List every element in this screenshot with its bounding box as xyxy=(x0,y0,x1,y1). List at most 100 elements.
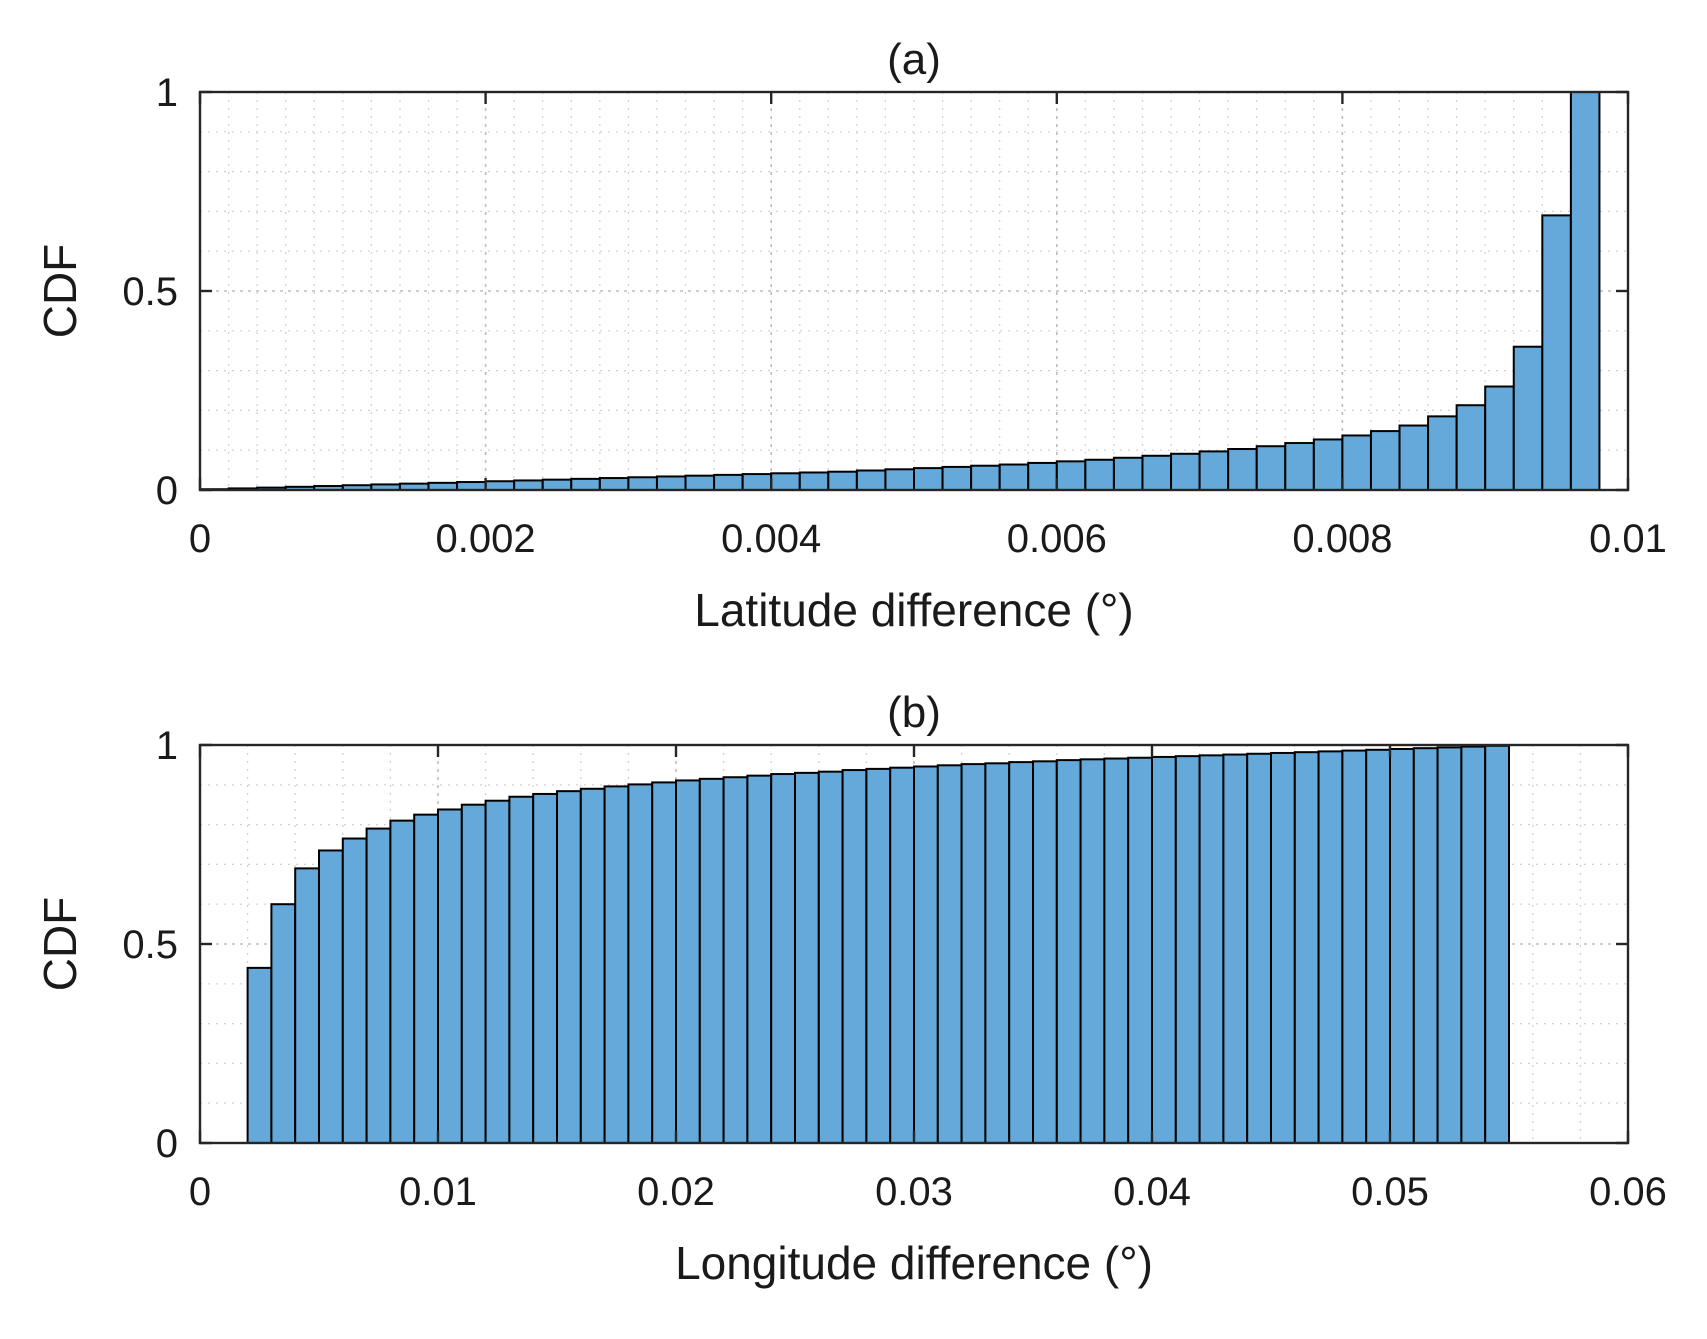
histogram-bar xyxy=(1369,430,1401,492)
histogram-bar xyxy=(365,827,392,1145)
histogram-bar xyxy=(984,762,1011,1144)
histogram-bar xyxy=(1460,745,1487,1144)
histogram-bar xyxy=(541,478,573,492)
x-tick-label: 0.004 xyxy=(721,517,821,561)
y-tick-label: 0.5 xyxy=(122,270,178,314)
histogram-bar xyxy=(508,795,535,1144)
histogram-bar xyxy=(1365,748,1391,1144)
histogram-bar xyxy=(460,803,487,1144)
histogram-bar xyxy=(1412,747,1439,1145)
histogram-bar xyxy=(675,779,701,1144)
histogram-bar xyxy=(341,837,368,1145)
histogram-bar xyxy=(1284,442,1315,492)
histogram-bar xyxy=(1455,404,1487,492)
y-axis-label: CDF xyxy=(34,897,86,992)
histogram-bar xyxy=(1055,460,1087,491)
histogram-bar xyxy=(1427,415,1458,491)
histogram-bar xyxy=(318,849,344,1144)
histogram-bar xyxy=(1541,214,1572,491)
histogram-bar xyxy=(770,773,797,1145)
histogram-bar xyxy=(817,770,844,1145)
histogram-bar xyxy=(865,767,892,1144)
histogram-bar xyxy=(913,467,944,491)
histogram-bar xyxy=(655,475,687,491)
histogram-bar xyxy=(798,471,830,492)
histogram-bar xyxy=(827,470,858,491)
histogram-bar xyxy=(722,776,749,1144)
histogram-bar xyxy=(960,763,987,1144)
histogram-bar xyxy=(1027,461,1058,492)
x-tick-label: 0.006 xyxy=(1007,517,1107,561)
histogram-bar xyxy=(713,473,744,492)
histogram-bar xyxy=(484,799,511,1144)
histogram-bar xyxy=(1317,750,1344,1144)
histogram-bar xyxy=(1484,385,1515,491)
y-tick-label: 1 xyxy=(156,71,178,115)
histogram-bar xyxy=(1084,458,1115,492)
x-tick-label: 0.06 xyxy=(1589,1170,1667,1214)
histogram-bar xyxy=(651,781,678,1144)
x-tick-label: 0.002 xyxy=(436,517,536,561)
histogram-bar xyxy=(570,477,601,491)
histogram-bar xyxy=(1398,424,1430,491)
x-tick-label: 0.05 xyxy=(1351,1170,1429,1214)
histogram-bar xyxy=(1341,749,1368,1145)
histogram-bar xyxy=(913,765,939,1144)
histogram-bar xyxy=(770,472,801,491)
histogram-bar xyxy=(246,966,273,1144)
histogram-bar xyxy=(941,465,973,491)
histogram-bar xyxy=(841,769,868,1144)
histogram-bar xyxy=(1222,753,1249,1144)
chart-title: (a) xyxy=(887,35,941,84)
histogram-bar xyxy=(627,476,658,492)
chart-title: (b) xyxy=(887,688,941,737)
histogram-bar xyxy=(1270,751,1296,1145)
histogram-bar xyxy=(970,464,1001,491)
histogram-bar xyxy=(1008,761,1035,1144)
histogram-bar xyxy=(1246,752,1272,1144)
histogram-bar xyxy=(294,867,321,1144)
x-tick-label: 0 xyxy=(189,1170,211,1214)
histogram-bar xyxy=(889,766,916,1144)
histogram-bar xyxy=(1512,345,1544,491)
histogram-bar xyxy=(998,463,1030,492)
panel-b: 0 0.01 0.02 0.03 0.04 0.05 0.06 0 0.5 1 (b) Longitu… xyxy=(34,688,1667,1289)
y-tick-label: 0.5 xyxy=(122,923,178,967)
y-axis-label: CDF xyxy=(34,244,86,339)
histogram-bar xyxy=(741,473,773,491)
x-tick-label: 0.008 xyxy=(1292,517,1392,561)
bars xyxy=(246,744,1510,1145)
histogram-bar xyxy=(603,785,630,1145)
x-tick-label: 0 xyxy=(189,517,211,561)
histogram-bar xyxy=(627,783,654,1144)
histogram-bar xyxy=(1484,744,1510,1145)
histogram-bar xyxy=(1174,755,1201,1144)
histogram-bar xyxy=(413,813,440,1145)
histogram-bar xyxy=(513,479,544,491)
x-tick-label: 0.03 xyxy=(875,1170,953,1214)
x-tick-label: 0.02 xyxy=(637,1170,715,1214)
histogram-bar xyxy=(1312,438,1344,492)
histogram-bar xyxy=(1341,434,1372,491)
x-axis-label: Latitude difference (°) xyxy=(694,584,1133,636)
histogram-bar xyxy=(1170,452,1201,492)
histogram-bar xyxy=(579,787,606,1145)
bars xyxy=(199,91,1601,492)
histogram-bar xyxy=(1436,746,1463,1144)
histogram-bar xyxy=(1198,450,1230,492)
histogram-bar xyxy=(936,764,963,1144)
x-tick-label: 0.01 xyxy=(399,1170,477,1214)
histogram-bar xyxy=(532,792,559,1144)
histogram-bar xyxy=(1141,454,1173,492)
y-tick-label: 0 xyxy=(156,1122,178,1166)
histogram-bar xyxy=(1103,757,1130,1144)
grid xyxy=(200,92,1628,490)
histogram-bar xyxy=(556,790,582,1145)
x-axis-label: Longitude difference (°) xyxy=(675,1237,1153,1289)
histogram-bar xyxy=(1032,760,1058,1144)
histogram-bar xyxy=(437,808,463,1144)
x-tick-label: 0.01 xyxy=(1589,517,1667,561)
histogram-bar xyxy=(1227,448,1258,492)
histogram-bar xyxy=(1079,758,1106,1144)
